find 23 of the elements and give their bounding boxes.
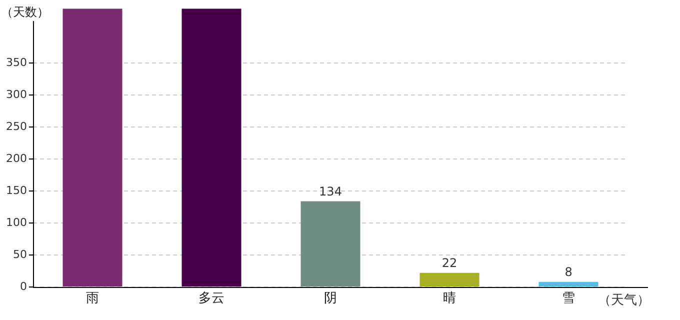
y-tick-label: 100 bbox=[6, 216, 27, 229]
x-tick-label: 晴 bbox=[443, 291, 456, 306]
bar bbox=[538, 282, 598, 286]
bar bbox=[420, 272, 480, 286]
x-tick-label: 雨 bbox=[86, 291, 99, 306]
bar bbox=[62, 8, 122, 286]
x-tick-label: 阴 bbox=[324, 291, 337, 306]
data-label: 8 bbox=[564, 265, 572, 280]
y-tick-label: 0 bbox=[20, 280, 27, 293]
x-tick-label: 多云 bbox=[198, 291, 224, 306]
data-label: 22 bbox=[442, 256, 458, 270]
x-tick-label: 雪 bbox=[562, 291, 575, 306]
bar bbox=[300, 201, 360, 286]
y-tick-label: 50 bbox=[13, 248, 27, 261]
y-tick-label: 250 bbox=[6, 120, 27, 133]
y-tick-label: 300 bbox=[6, 88, 27, 101]
y-tick-label: 200 bbox=[6, 152, 27, 165]
x-axis-title: （天气） bbox=[598, 292, 650, 308]
y-tick-label: 150 bbox=[6, 184, 27, 197]
bar bbox=[182, 8, 242, 286]
data-label: 134 bbox=[319, 184, 342, 198]
y-tick-label: 350 bbox=[6, 56, 27, 69]
y-axis-title: （天数） bbox=[0, 4, 50, 21]
